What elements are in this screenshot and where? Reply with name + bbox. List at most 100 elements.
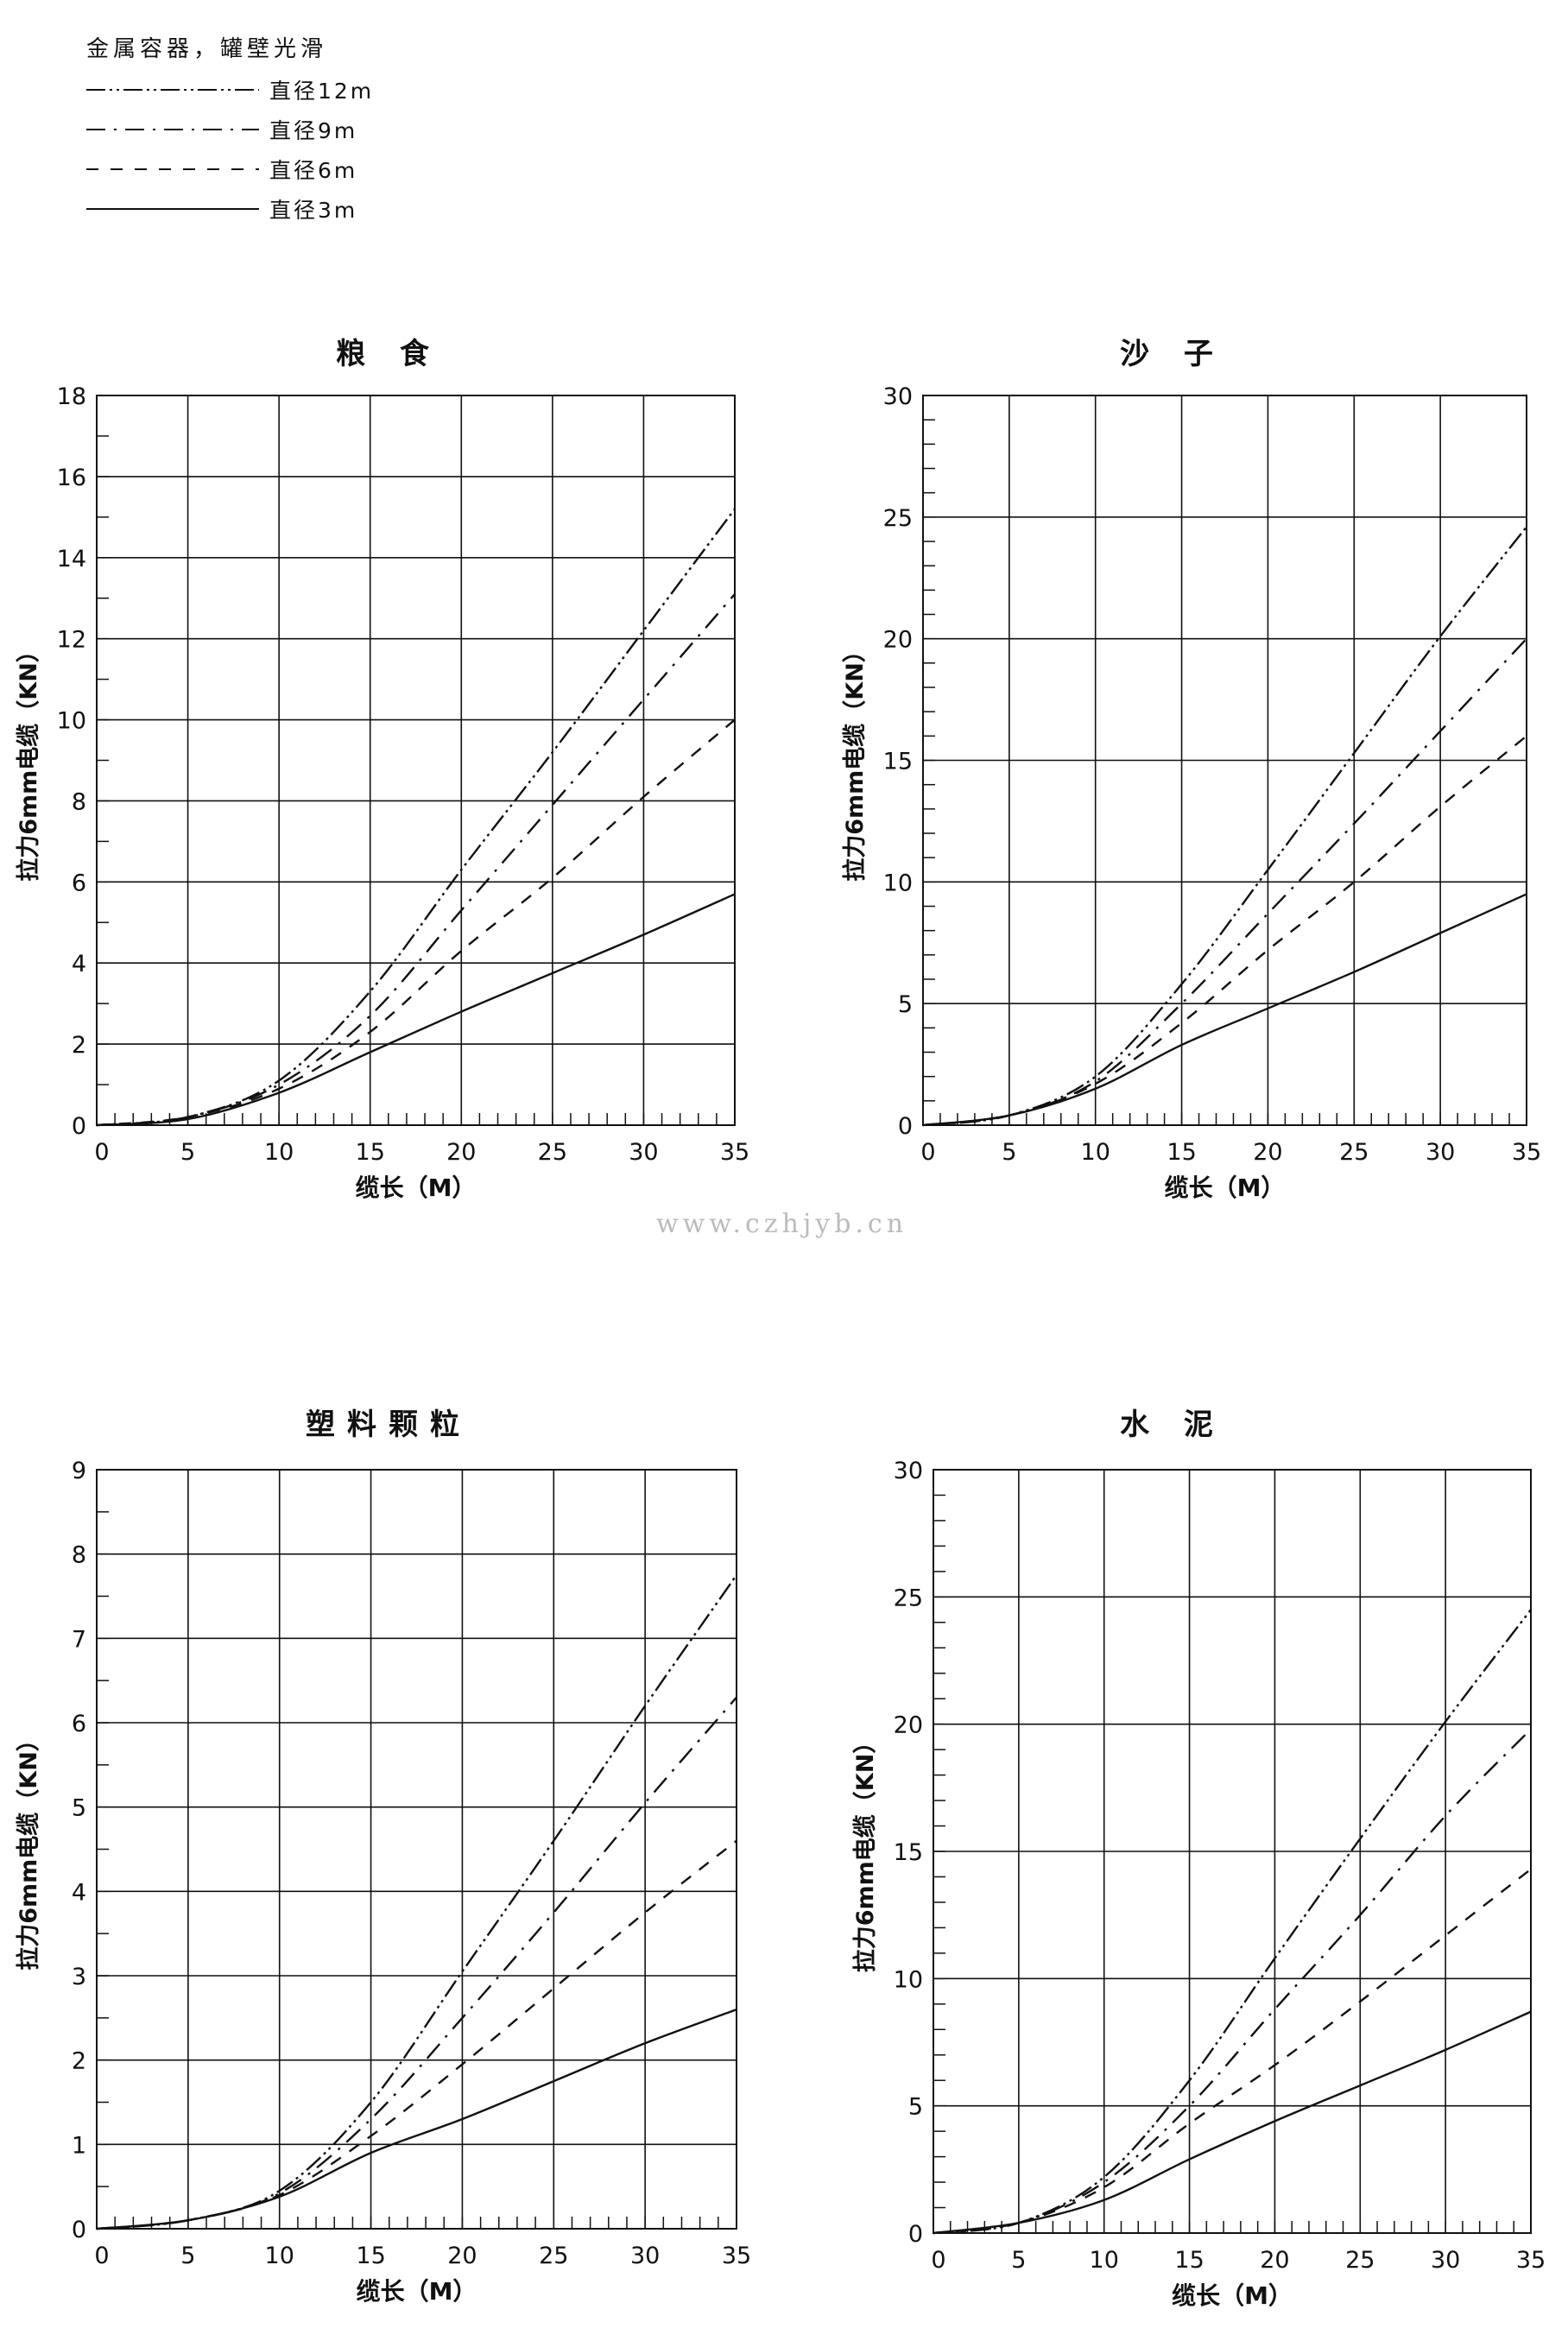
x-tick-label: 30 <box>629 1139 658 1166</box>
x-tick-label: 25 <box>538 1139 567 1166</box>
y-tick-label: 16 <box>57 465 86 491</box>
x-axis-label: 缆长（M） <box>1165 1174 1286 1202</box>
x-axis-label: 缆长（M） <box>356 1174 477 1202</box>
x-tick-label: 35 <box>722 2243 751 2269</box>
chart-svg: 0 5 10 15 20 25 30 35 0 2 4 6 8 10 12 14 16 18 缆长（M） 拉力6mm电… <box>15 383 749 1202</box>
chart-grain: 粮 食 0 5 10 15 20 25 30 35 0 2 4 6 8 10 12 14 16 18 缆长（M） 拉力… <box>0 320 777 1226</box>
series-line-直径9m <box>933 1728 1532 2235</box>
plot-frame <box>96 395 736 1126</box>
y-tick-label: 10 <box>894 1966 923 1993</box>
series-line-直径12m <box>96 1574 737 2230</box>
series-line-直径9m <box>922 637 1527 1127</box>
series-line-直径9m <box>96 1696 737 2230</box>
y-tick-label: 5 <box>898 991 913 1018</box>
legend-label: 直径9m <box>269 118 358 143</box>
series-line-直径12m <box>933 1609 1532 2235</box>
y-tick-label: 30 <box>894 1458 923 1484</box>
y-tick-label: 9 <box>72 1458 86 1484</box>
legend-item-3m: 直径3m <box>86 189 374 229</box>
x-tick-label: 5 <box>180 2243 195 2269</box>
x-tick-label: 35 <box>1516 2247 1546 2274</box>
x-tick-label: 30 <box>1426 1139 1455 1166</box>
y-tick-label: 30 <box>883 383 913 410</box>
legend-item-12m: 直径12m <box>86 70 374 110</box>
y-tick-label: 15 <box>883 749 913 775</box>
y-tick-label: 0 <box>72 2217 86 2243</box>
x-tick-label: 25 <box>539 2243 568 2269</box>
x-tick-label: 15 <box>356 2243 385 2269</box>
y-tick-label: 18 <box>57 383 86 410</box>
legend-item-9m: 直径9m <box>86 110 374 149</box>
x-tick-label: 20 <box>446 1139 476 1166</box>
y-tick-label: 20 <box>894 1712 923 1739</box>
y-axis-label: 拉力6mm电缆（KN） <box>15 639 42 882</box>
legend-label: 直径6m <box>269 158 358 183</box>
y-tick-label: 8 <box>72 788 86 815</box>
y-tick-label: 15 <box>894 1839 923 1866</box>
y-tick-label: 25 <box>883 505 913 532</box>
y-tick-label: 14 <box>57 546 86 573</box>
y-axis-label: 拉力6mm电缆（KN） <box>851 1730 879 1973</box>
x-tick-label: 35 <box>1512 1139 1541 1166</box>
legend-line-dashed <box>86 168 259 170</box>
y-tick-label: 0 <box>908 2221 923 2248</box>
chart-title: 粮 食 <box>336 337 441 371</box>
y-tick-label: 6 <box>72 1711 86 1737</box>
x-tick-label: 10 <box>264 1139 294 1166</box>
series-line-直径3m <box>922 893 1527 1127</box>
chart-sand: 沙 子 0 5 10 15 20 25 30 35 0 5 10 15 20 25 30 缆长（M） 拉力6mm… <box>784 320 1561 1226</box>
series-line-直径12m <box>922 526 1527 1127</box>
chart-svg: 0 5 10 15 20 25 30 35 0 5 10 15 20 25 30 缆长（M） 拉力6mm电缆（K… <box>851 1458 1546 2310</box>
series-line-直径6m <box>922 735 1527 1127</box>
x-tick-label: 0 <box>931 2247 945 2274</box>
y-tick-label: 4 <box>72 1879 86 1906</box>
y-tick-label: 2 <box>72 2048 86 2075</box>
y-axis-label: 拉力6mm电缆（KN） <box>841 639 869 882</box>
series-line-直径6m <box>96 718 736 1127</box>
x-tick-label: 15 <box>356 1139 385 1166</box>
x-tick-label: 5 <box>180 1139 195 1166</box>
y-tick-label: 3 <box>72 1964 86 1990</box>
y-tick-label: 10 <box>883 870 913 896</box>
series-line-直径9m <box>96 593 736 1127</box>
y-tick-label: 10 <box>57 708 86 735</box>
x-tick-label: 20 <box>1260 2247 1289 2274</box>
y-tick-label: 4 <box>72 951 86 978</box>
chart-title: 水 泥 <box>1120 1408 1225 1442</box>
series-line-直径3m <box>933 2010 1532 2235</box>
y-tick-label: 12 <box>57 627 86 654</box>
x-axis-label: 缆长（M） <box>1172 2281 1293 2310</box>
y-tick-label: 0 <box>72 1113 86 1140</box>
x-tick-label: 10 <box>1081 1139 1110 1166</box>
x-tick-label: 10 <box>1090 2247 1119 2274</box>
y-tick-label: 6 <box>72 870 86 896</box>
chart-title: 沙 子 <box>1120 337 1225 371</box>
x-tick-label: 10 <box>265 2243 294 2269</box>
y-tick-label: 5 <box>72 1795 86 1822</box>
chart-plastic-pellets: 塑料颗粒 0 5 10 15 20 25 30 35 0 1 2 3 4 5 6 7 8 9 缆长（M） 拉力6mm电… <box>0 1390 777 2340</box>
y-tick-label: 2 <box>72 1032 86 1059</box>
legend-line-dash-dot <box>86 129 259 130</box>
x-tick-label: 20 <box>1253 1139 1282 1166</box>
legend-label: 直径12m <box>269 79 375 104</box>
plot-frame <box>922 395 1527 1126</box>
x-tick-label: 35 <box>720 1139 749 1166</box>
x-tick-label: 30 <box>630 2243 660 2269</box>
chart-title: 塑料颗粒 <box>306 1408 471 1442</box>
x-tick-label: 20 <box>447 2243 477 2269</box>
x-tick-label: 0 <box>920 1139 935 1166</box>
x-tick-label: 25 <box>1345 2247 1375 2274</box>
legend-label: 直径3m <box>269 198 358 223</box>
x-tick-label: 30 <box>1431 2247 1460 2274</box>
legend-line-dash-dot-dot <box>86 89 259 91</box>
series-line-直径3m <box>96 2008 737 2230</box>
y-axis-label: 拉力6mm电缆（KN） <box>15 1728 42 1971</box>
legend-title: 金属容器，罐壁光滑 <box>86 36 328 62</box>
x-tick-label: 25 <box>1339 1139 1369 1166</box>
watermark: www.czhjyb.cn <box>656 1209 908 1239</box>
y-tick-label: 8 <box>72 1542 86 1569</box>
y-tick-label: 20 <box>883 627 913 654</box>
y-tick-label: 0 <box>898 1113 913 1140</box>
y-tick-label: 25 <box>894 1585 923 1611</box>
y-tick-label: 7 <box>72 1626 86 1653</box>
